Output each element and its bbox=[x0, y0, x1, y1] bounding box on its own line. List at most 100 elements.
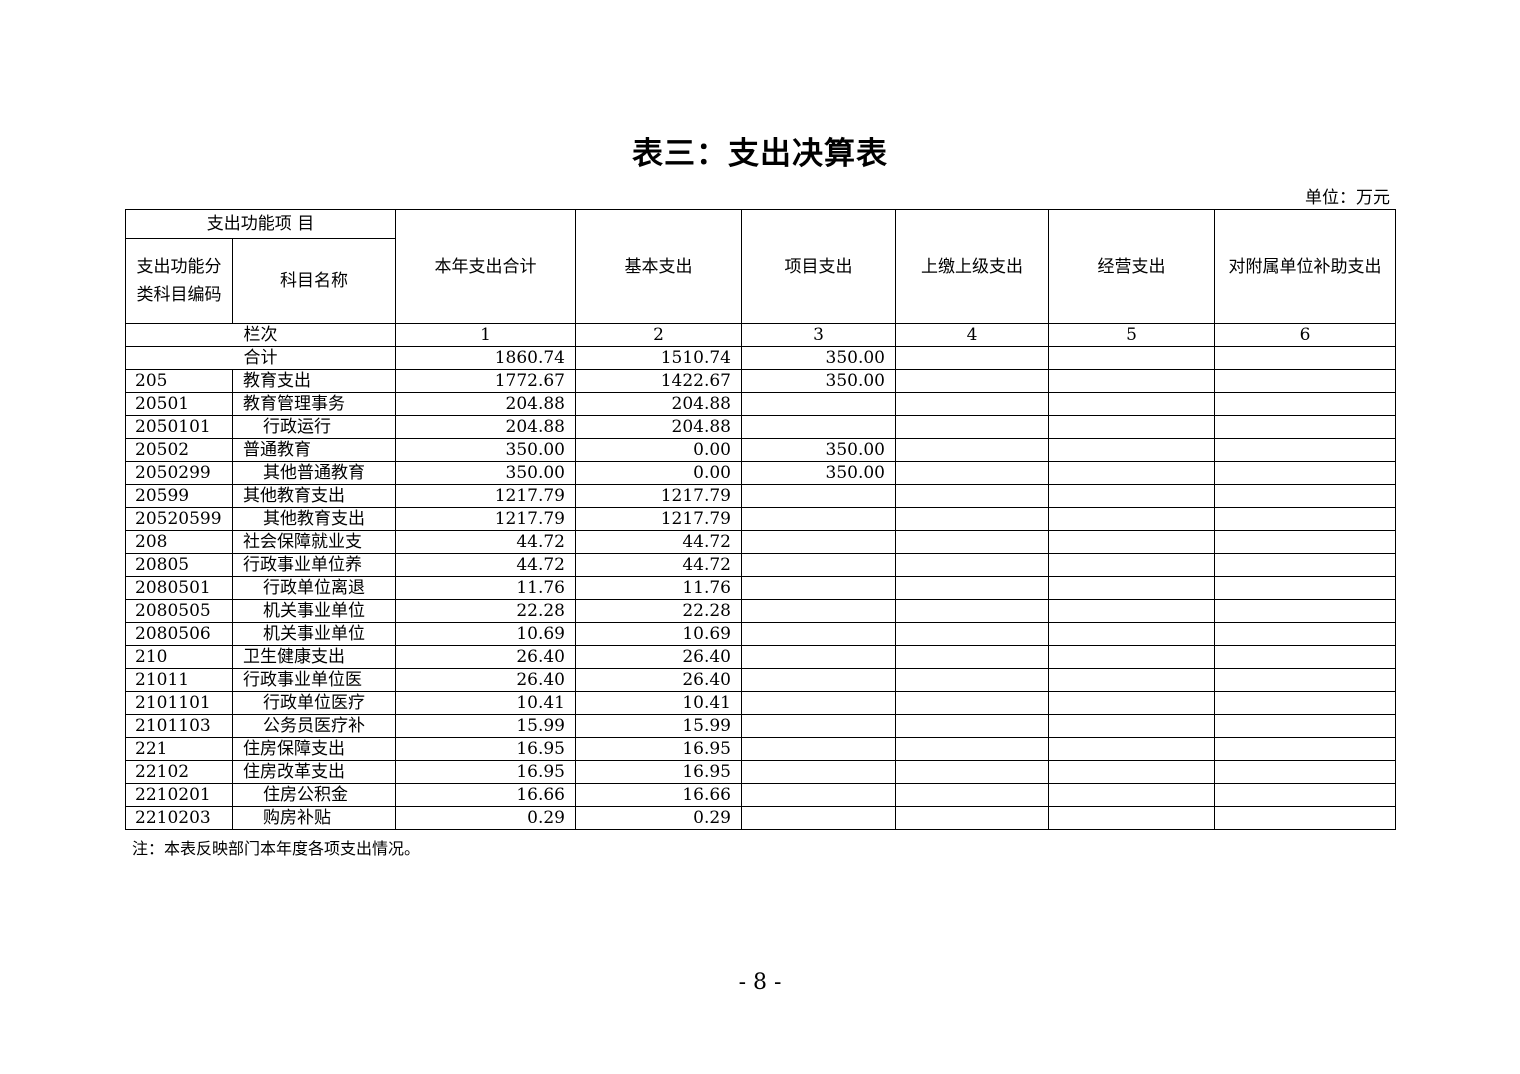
amount-cell bbox=[895, 369, 1049, 393]
column-index-row: 栏次 1 2 3 4 5 6 bbox=[125, 323, 1396, 347]
amount-cell bbox=[1048, 369, 1215, 393]
subject-name-cell: 机关事业单位 bbox=[232, 622, 396, 646]
amount-cell bbox=[895, 783, 1049, 807]
subject-code-cell: 221 bbox=[125, 737, 233, 761]
table-row: 2080505 机关事业单位 22.28 22.28 bbox=[125, 599, 1396, 623]
subject-code-cell: 2050101 bbox=[125, 415, 233, 439]
total-row: 合计 1860.74 1510.74 350.00 bbox=[125, 346, 1396, 370]
table-row: 20502 普通教育 350.00 0.00 350.00 bbox=[125, 438, 1396, 462]
total-cell: 1510.74 bbox=[575, 346, 742, 370]
amount-cell bbox=[895, 438, 1049, 462]
amount-cell bbox=[1214, 645, 1396, 669]
amount-cell: 44.72 bbox=[395, 530, 576, 554]
amount-cell bbox=[1214, 392, 1396, 416]
header-col-5: 经营支出 bbox=[1048, 209, 1215, 324]
amount-cell bbox=[1048, 668, 1215, 692]
subject-code-cell: 2101103 bbox=[125, 714, 233, 738]
column-index-cell: 5 bbox=[1048, 323, 1215, 347]
total-label: 合计 bbox=[125, 346, 396, 370]
subject-name-cell: 社会保障就业支 bbox=[232, 530, 396, 554]
amount-cell: 204.88 bbox=[575, 392, 742, 416]
table-row: 2050101 行政运行 204.88 204.88 bbox=[125, 415, 1396, 439]
subject-code-cell: 22102 bbox=[125, 760, 233, 784]
amount-cell: 16.66 bbox=[575, 783, 742, 807]
subject-name-cell: 教育管理事务 bbox=[232, 392, 396, 416]
amount-cell bbox=[1048, 530, 1215, 554]
table-note: 注：本表反映部门本年度各项支出情况。 bbox=[132, 839, 421, 858]
amount-cell bbox=[1048, 415, 1215, 439]
header-col-1: 本年支出合计 bbox=[395, 209, 576, 324]
subject-name-cell: 卫生健康支出 bbox=[232, 645, 396, 669]
amount-cell bbox=[741, 599, 896, 623]
amount-cell: 350.00 bbox=[741, 461, 896, 485]
amount-cell: 204.88 bbox=[395, 392, 576, 416]
amount-cell: 16.95 bbox=[575, 737, 742, 761]
amount-cell bbox=[1214, 369, 1396, 393]
table-row: 2080501 行政单位离退 11.76 11.76 bbox=[125, 576, 1396, 600]
amount-cell bbox=[895, 530, 1049, 554]
amount-cell bbox=[1048, 691, 1215, 715]
column-index-label: 栏次 bbox=[125, 323, 396, 347]
amount-cell: 204.88 bbox=[575, 415, 742, 439]
amount-cell: 16.95 bbox=[575, 760, 742, 784]
total-cell: 1860.74 bbox=[395, 346, 576, 370]
amount-cell: 10.69 bbox=[395, 622, 576, 646]
header-name: 科目名称 bbox=[232, 238, 396, 324]
table-row: 22102 住房改革支出 16.95 16.95 bbox=[125, 760, 1396, 784]
amount-cell bbox=[741, 576, 896, 600]
amount-cell: 350.00 bbox=[395, 438, 576, 462]
amount-cell bbox=[741, 530, 896, 554]
amount-cell bbox=[895, 553, 1049, 577]
amount-cell bbox=[1048, 599, 1215, 623]
subject-code-cell: 20520599 bbox=[125, 507, 233, 531]
amount-cell: 15.99 bbox=[395, 714, 576, 738]
amount-cell bbox=[741, 783, 896, 807]
amount-cell: 350.00 bbox=[395, 461, 576, 485]
amount-cell bbox=[1048, 806, 1215, 830]
amount-cell bbox=[1214, 530, 1396, 554]
amount-cell: 1422.67 bbox=[575, 369, 742, 393]
amount-cell bbox=[1214, 553, 1396, 577]
amount-cell: 26.40 bbox=[395, 645, 576, 669]
amount-cell bbox=[1048, 438, 1215, 462]
amount-cell: 16.95 bbox=[395, 737, 576, 761]
table-row: 20805 行政事业单位养 44.72 44.72 bbox=[125, 553, 1396, 577]
amount-cell bbox=[1214, 507, 1396, 531]
table-row: 205 教育支出 1772.67 1422.67 350.00 bbox=[125, 369, 1396, 393]
amount-cell bbox=[1048, 737, 1215, 761]
amount-cell bbox=[1214, 415, 1396, 439]
amount-cell bbox=[895, 737, 1049, 761]
amount-cell bbox=[741, 691, 896, 715]
amount-cell bbox=[895, 576, 1049, 600]
subject-name-cell: 教育支出 bbox=[232, 369, 396, 393]
amount-cell: 44.72 bbox=[395, 553, 576, 577]
amount-cell bbox=[895, 484, 1049, 508]
amount-cell bbox=[1214, 484, 1396, 508]
amount-cell bbox=[1048, 576, 1215, 600]
subject-name-cell: 公务员医疗补 bbox=[232, 714, 396, 738]
subject-code-cell: 2210201 bbox=[125, 783, 233, 807]
amount-cell bbox=[741, 760, 896, 784]
amount-cell: 22.28 bbox=[395, 599, 576, 623]
column-index-cell: 3 bbox=[741, 323, 896, 347]
amount-cell bbox=[1214, 622, 1396, 646]
amount-cell bbox=[895, 622, 1049, 646]
subject-code-cell: 20502 bbox=[125, 438, 233, 462]
unit-label: 单位：万元 bbox=[1305, 188, 1390, 208]
amount-cell: 26.40 bbox=[575, 645, 742, 669]
amount-cell bbox=[1048, 553, 1215, 577]
amount-cell bbox=[1214, 438, 1396, 462]
amount-cell: 1217.79 bbox=[395, 484, 576, 508]
total-cell bbox=[895, 346, 1049, 370]
amount-cell bbox=[741, 714, 896, 738]
amount-cell bbox=[741, 553, 896, 577]
subject-code-cell: 208 bbox=[125, 530, 233, 554]
amount-cell bbox=[895, 507, 1049, 531]
subject-code-cell: 2101101 bbox=[125, 691, 233, 715]
table-row: 20501 教育管理事务 204.88 204.88 bbox=[125, 392, 1396, 416]
table-row: 21011 行政事业单位医 26.40 26.40 bbox=[125, 668, 1396, 692]
table-row: 20520599 其他教育支出 1217.79 1217.79 bbox=[125, 507, 1396, 531]
subject-code-cell: 2210203 bbox=[125, 806, 233, 830]
table-row: 20599 其他教育支出 1217.79 1217.79 bbox=[125, 484, 1396, 508]
header-group: 支出功能项 目 bbox=[125, 209, 396, 239]
